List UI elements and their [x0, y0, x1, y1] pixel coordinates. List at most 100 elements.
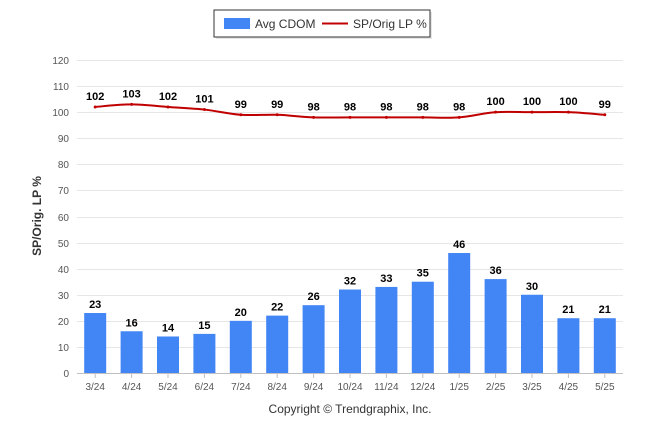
bar-data-label: 14: [162, 322, 175, 334]
bar-data-label: 26: [307, 291, 319, 303]
legend: Avg CDOM SP/Orig LP %: [213, 9, 432, 39]
bar: [521, 294, 543, 373]
line-point: [530, 110, 534, 114]
bar-data-label: 21: [599, 304, 611, 316]
y-tick-label: 110: [53, 82, 69, 93]
data-labels: 23 16 14 15 20 22 26 32 33 35 46 36 30 21 21 102 103 102 1…: [86, 88, 611, 334]
line-point: [166, 105, 170, 109]
line-point: [239, 113, 243, 117]
line-data-label: 100: [486, 96, 504, 108]
bar-data-label: 21: [562, 304, 574, 316]
bar: [375, 286, 398, 373]
line-data-label: 98: [453, 101, 465, 113]
y-tick-label: 20: [58, 317, 70, 328]
line-data-label: 98: [344, 101, 356, 113]
y-tick-label: 90: [58, 134, 70, 145]
bar-series: [84, 253, 616, 373]
copyright-credit: Copyright © Trendgraphix, Inc.: [269, 402, 432, 416]
y-axis-ticks: 0 10 20 30 40 50 60 70 80 90 100 110 120: [52, 56, 69, 380]
bar-data-label: 36: [489, 265, 501, 277]
bar: [193, 333, 216, 373]
line-point: [348, 115, 352, 119]
bar: [484, 279, 507, 373]
x-axis-ticks: 3/24 4/24 5/24 6/24 7/24 8/24 9/24 10/24 11/24 12…: [85, 373, 615, 393]
x-tick-label: 9/24: [304, 382, 324, 393]
x-tick-label: 5/24: [158, 382, 178, 393]
bar-data-label: 15: [198, 320, 210, 332]
bar-data-label: 22: [271, 302, 283, 314]
x-tick-label: 4/25: [559, 382, 579, 393]
line-point: [275, 113, 279, 117]
line-point: [494, 110, 498, 114]
line-series: [93, 102, 607, 119]
line-data-label: 98: [307, 101, 319, 113]
bar: [411, 281, 434, 373]
x-tick-label: 11/24: [374, 382, 399, 393]
y-tick-label: 70: [58, 186, 70, 197]
line-point: [93, 105, 97, 109]
line-point: [202, 108, 206, 112]
line-data-label: 102: [86, 91, 104, 103]
line-point: [421, 115, 425, 119]
x-tick-label: 10/24: [337, 382, 362, 393]
line-data-label: 99: [271, 99, 283, 111]
line-point: [566, 110, 570, 114]
line-point: [603, 113, 607, 117]
y-tick-label: 120: [52, 56, 69, 67]
bar: [229, 320, 252, 373]
line-data-label: 99: [599, 99, 611, 111]
y-tick-label: 40: [58, 265, 70, 276]
bar-data-label: 23: [89, 299, 101, 311]
x-tick-label: 12/24: [410, 382, 435, 393]
bar-data-label: 46: [453, 239, 465, 251]
y-tick-label: 100: [52, 108, 69, 119]
line-point: [384, 115, 388, 119]
bar: [339, 289, 361, 373]
bar: [302, 305, 325, 373]
line-data-label: 98: [380, 101, 392, 113]
legend-label-bars: Avg CDOM: [255, 17, 315, 31]
line-point: [457, 115, 461, 119]
bar: [157, 336, 179, 373]
y-tick-label: 30: [58, 291, 70, 302]
line-data-label: 100: [523, 96, 541, 108]
y-tick-label: 0: [63, 369, 69, 380]
bar-data-label: 30: [526, 281, 538, 293]
bar: [120, 331, 143, 373]
line-point: [312, 115, 316, 119]
bar-data-label: 32: [344, 276, 356, 288]
bar: [448, 253, 471, 373]
y-tick-label: 10: [58, 343, 70, 354]
x-tick-label: 5/25: [595, 382, 615, 393]
line-data-label: 99: [235, 99, 247, 111]
y-axis-title: SP/Orig. LP %: [30, 176, 44, 256]
bar: [84, 313, 107, 373]
bar: [593, 318, 616, 373]
y-tick-label: 50: [58, 239, 70, 250]
bar: [557, 318, 580, 373]
x-tick-label: 3/25: [522, 382, 542, 393]
x-tick-label: 2/25: [486, 382, 506, 393]
bar-data-label: 20: [235, 307, 247, 319]
line-data-label: 103: [122, 88, 140, 100]
line-data-label: 101: [195, 94, 213, 106]
x-tick-label: 6/24: [195, 382, 215, 393]
bar-data-label: 16: [125, 317, 137, 329]
y-tick-label: 60: [58, 213, 70, 224]
legend-label-line: SP/Orig LP %: [353, 17, 427, 31]
x-tick-label: 3/24: [85, 382, 105, 393]
line-point: [130, 102, 134, 106]
x-tick-label: 8/24: [267, 382, 287, 393]
bar-data-label: 35: [417, 268, 429, 280]
bar-data-label: 33: [380, 273, 392, 285]
y-tick-label: 80: [58, 160, 70, 171]
bar: [266, 315, 289, 373]
legend-bar-swatch: [224, 18, 250, 29]
line-data-label: 100: [559, 96, 577, 108]
x-tick-label: 4/24: [122, 382, 142, 393]
line-data-label: 98: [417, 101, 429, 113]
x-tick-label: 1/25: [449, 382, 469, 393]
x-tick-label: 7/24: [231, 382, 251, 393]
line-data-label: 102: [159, 91, 177, 103]
